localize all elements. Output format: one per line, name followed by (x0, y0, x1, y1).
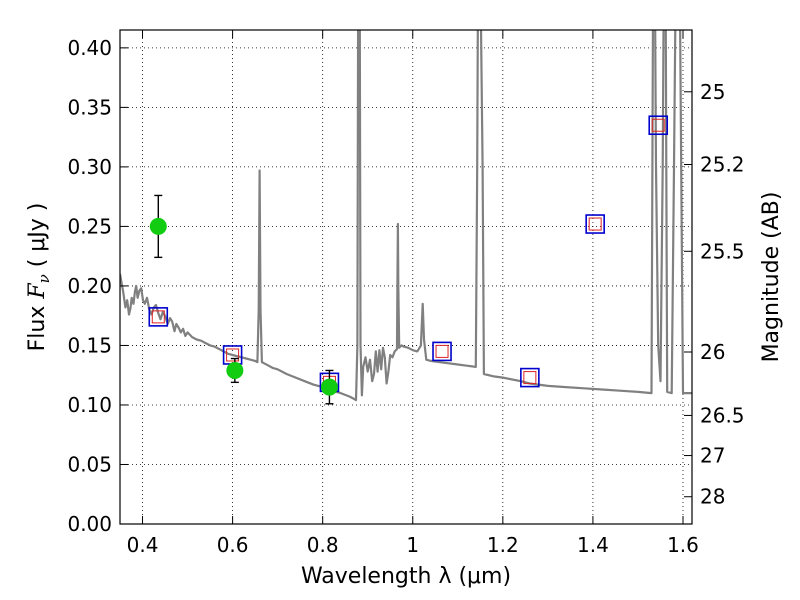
model-band-flux-inner (226, 348, 240, 362)
y-tick-label: 0.25 (67, 214, 112, 238)
model-band-flux-inner (588, 217, 602, 231)
right-tick-label: 25.5 (700, 239, 745, 263)
y-axis-label-left: Flux Fν ( μJy ) (25, 203, 53, 352)
x-tick-label: 1.4 (577, 533, 609, 557)
model-band-flux-box (648, 115, 669, 136)
y-tick-label: 0.30 (67, 155, 112, 179)
ticks: 0.4 0.6 0.8 1 1.2 1.4 1.6 0.00 0.05 0.10 0.15 0.20 0… (67, 30, 745, 557)
model-band-flux-box (432, 341, 452, 362)
y-tick-label: 0.40 (67, 36, 112, 60)
plot-frame (119, 29, 693, 525)
right-tick-label: 25 (700, 80, 725, 104)
x-tick-label: 1.6 (667, 533, 699, 557)
observed-flux-point (226, 361, 244, 379)
model-band-flux-box (585, 214, 605, 234)
x-axis-label: Wavelength λ (μm) (301, 564, 511, 589)
y-tick-label: 0.35 (67, 95, 112, 119)
x-tick-label: 0.6 (217, 533, 249, 557)
x-tick-label: 1 (406, 533, 419, 557)
model-band-flux-inner (435, 344, 449, 358)
x-tick-label: 0.4 (127, 533, 159, 557)
observed-flux-point (149, 217, 167, 235)
model-band-flux-box (520, 367, 540, 388)
y-tick-label: 0.05 (67, 452, 112, 476)
y-tick-label: 0.00 (67, 512, 112, 536)
model-band-flux-inner (151, 310, 165, 324)
right-tick-label: 26.5 (700, 403, 745, 427)
plot-background (120, 30, 692, 524)
right-tick-label: 25.2 (700, 153, 745, 177)
model-band-flux-inner (651, 118, 665, 132)
y-tick-label: 0.10 (67, 393, 112, 417)
right-tick-label: 26 (700, 340, 725, 364)
x-tick-label: 0.8 (307, 533, 339, 557)
model-band-flux-inner (523, 371, 537, 385)
y-tick-label: 0.20 (67, 274, 112, 298)
right-tick-label: 28 (700, 485, 725, 509)
x-tick-label: 1.2 (487, 533, 519, 557)
right-tick-label: 27 (700, 444, 725, 468)
model-band-flux-box (148, 307, 169, 327)
y-axis-label-right: Magnitude (AB) (759, 192, 784, 363)
data-layer (120, 30, 692, 405)
observed-flux-point (320, 378, 338, 396)
y-tick-label: 0.15 (67, 333, 112, 357)
